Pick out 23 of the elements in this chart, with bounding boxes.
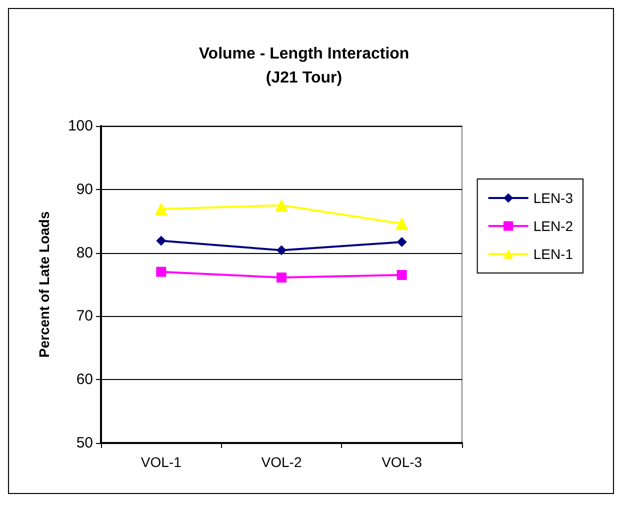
point <box>156 266 166 277</box>
point <box>156 236 166 246</box>
point <box>275 198 288 212</box>
point <box>396 237 407 248</box>
y-tick-label: 50 <box>76 434 93 452</box>
legend-label: LEN-2 <box>533 218 574 234</box>
legend-label: LEN-1 <box>533 246 574 262</box>
point <box>276 245 286 256</box>
y-tick-label: 100 <box>68 118 93 134</box>
y-tick-label: 70 <box>76 308 93 325</box>
chart-title: Volume - Length Interaction (J21 Tour) <box>198 46 410 86</box>
point <box>154 202 168 216</box>
point <box>396 270 407 280</box>
y-tick-label: 90 <box>76 180 93 198</box>
legend-label: LEN-3 <box>533 190 574 206</box>
point <box>276 272 286 283</box>
y-tick-label: 80 <box>76 244 93 262</box>
y-tick-label: 60 <box>76 371 93 388</box>
x-tick-label: VOL-1 <box>140 454 182 470</box>
x-tick-label: VOL-2 <box>261 454 302 470</box>
y-axis-title: Percent of Late Loads <box>36 211 52 358</box>
point <box>395 217 408 230</box>
x-tick-label: VOL-3 <box>382 454 422 470</box>
